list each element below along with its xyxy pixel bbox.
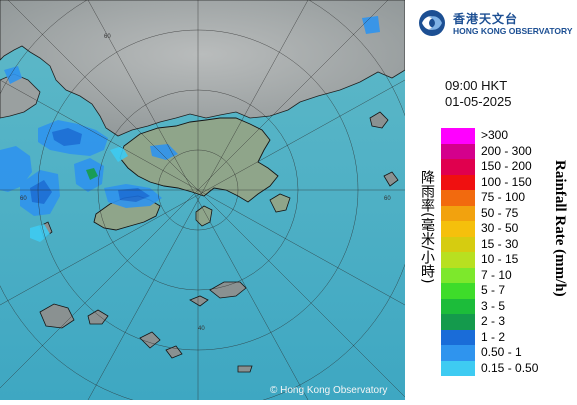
legend-swatch — [441, 298, 475, 314]
legend-label: 5 - 7 — [481, 283, 506, 297]
legend-label: 100 - 150 — [481, 174, 532, 189]
rain-echo — [30, 180, 52, 204]
eastern-coast-island — [383, 171, 399, 187]
rain-echo — [150, 144, 178, 160]
range-label: 40 — [198, 326, 205, 332]
legend-label: 2 - 3 — [481, 314, 506, 328]
legend-swatch — [441, 205, 475, 221]
date-label: 01-05-2025 — [445, 94, 512, 109]
legend-label: 0.15 - 0.50 — [481, 360, 539, 375]
rain-echo — [110, 146, 128, 162]
legend-swatch — [441, 236, 475, 252]
legend-label: 7 - 10 — [481, 267, 512, 282]
range-label: 60 — [384, 196, 391, 202]
range-label: 60 — [20, 196, 27, 202]
legend-swatch — [441, 283, 475, 299]
legend-label: 150 - 200 — [481, 159, 532, 173]
radar-map-svg: 60 40 60 60 — [0, 0, 419, 405]
legend-label: 1 - 2 — [481, 329, 506, 344]
timestamp: 09:00 HKT 01-05-2025 — [445, 78, 512, 110]
legend-swatch — [441, 345, 475, 361]
legend-swatch — [441, 174, 475, 190]
legend-label: 200 - 300 — [481, 143, 532, 158]
range-label: 60 — [104, 34, 111, 40]
organization-name-cn: 香港天文台 — [453, 12, 519, 26]
radar-map: 60 40 60 60 © Hong Kong Observatory — [0, 0, 419, 405]
mainland-china — [0, 0, 406, 137]
legend-label: 30 - 50 — [481, 221, 519, 235]
southeast-islet — [237, 365, 253, 373]
time-label: 09:00 HKT — [445, 78, 508, 93]
rain-echo — [86, 168, 98, 180]
organization-name-en: HONG KONG OBSERVATORY — [453, 26, 573, 36]
eastern-islands — [269, 193, 291, 213]
hong-kong-territory — [119, 117, 279, 203]
legend-swatch — [441, 314, 475, 330]
legend-swatch — [441, 128, 475, 144]
hko-logo: 香港天文台 HONG KONG OBSERVATORY — [417, 8, 577, 42]
legend-label: 3 - 5 — [481, 298, 506, 313]
rain-echo — [4, 66, 22, 84]
rain-echoes — [0, 16, 380, 242]
copyright-notice: © Hong Kong Observatory — [270, 385, 388, 396]
rain-echo — [0, 146, 32, 192]
legend-title-cn: 降雨率(毫米/小時) — [419, 170, 435, 284]
rain-echo — [118, 188, 150, 202]
legend-label: 15 - 30 — [481, 236, 519, 251]
legend-swatch — [441, 190, 475, 206]
southwest-island — [39, 303, 75, 329]
radial-line — [87, 0, 309, 401]
legend-panel: 香港天文台 HONG KONG OBSERVATORY 09:00 HKT 01… — [405, 0, 577, 400]
legend-label: 50 - 75 — [481, 205, 519, 220]
legend-label: >300 — [481, 128, 509, 142]
legend-title-en: Rainfall Rate (mm/h) — [552, 160, 568, 297]
legend-swatch — [441, 221, 475, 237]
legend-swatch — [441, 159, 475, 175]
legend-swatch — [441, 252, 475, 268]
hko-swirl-logo-icon — [419, 10, 445, 36]
rain-echo — [52, 128, 82, 146]
legend-swatch — [441, 143, 475, 159]
legend-label: 10 - 15 — [481, 252, 519, 266]
southern-island — [209, 281, 247, 299]
radial-line — [0, 79, 406, 306]
legend-label: 0.50 - 1 — [481, 345, 522, 359]
legend-label: 75 - 100 — [481, 190, 526, 204]
rain-echo — [362, 16, 380, 34]
legend-swatch — [441, 267, 475, 283]
southern-island — [189, 295, 209, 307]
southwest-island — [165, 345, 183, 359]
legend-swatch — [441, 360, 475, 376]
eastern-coast-island — [369, 111, 389, 129]
legend-swatch — [441, 329, 475, 345]
